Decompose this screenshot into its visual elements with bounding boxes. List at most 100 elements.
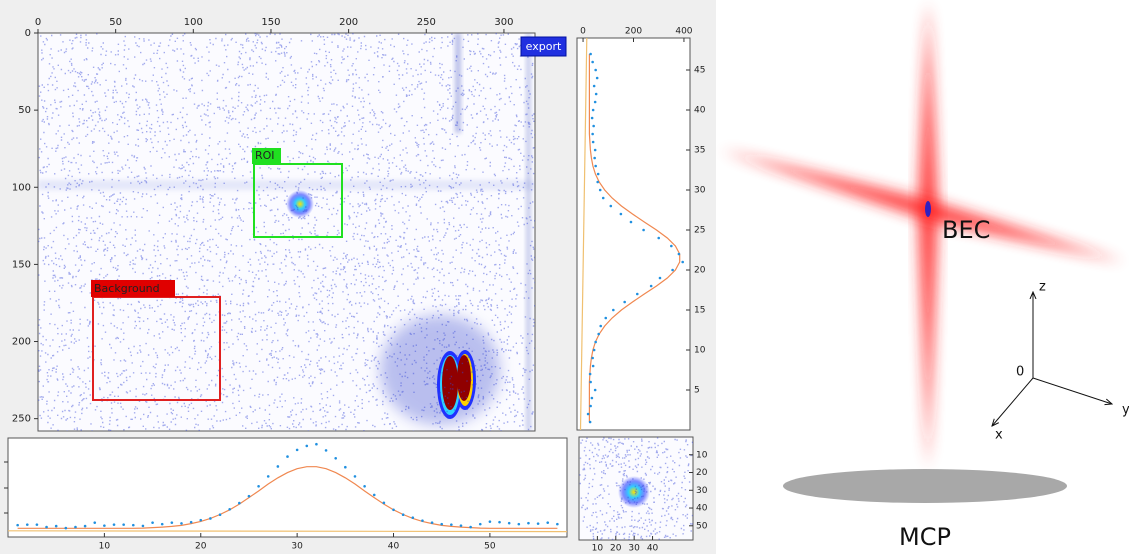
profile-point	[344, 465, 347, 469]
profile-point	[556, 522, 559, 526]
profile-point	[536, 522, 540, 525]
x-tick-label: 200	[625, 27, 642, 37]
y-tick-label: 35	[694, 146, 705, 156]
profile-point	[160, 522, 164, 526]
roi-cloud	[286, 190, 314, 218]
streak	[526, 33, 531, 431]
profile-point	[151, 521, 154, 524]
gaussian-fit-line	[588, 54, 681, 422]
roi-box[interactable]	[253, 163, 343, 238]
profile-point	[131, 523, 135, 527]
vertical-beam	[918, 0, 938, 470]
profile-point	[591, 132, 594, 136]
streak	[38, 180, 535, 190]
profile-point	[596, 172, 600, 176]
streak	[455, 33, 461, 133]
profile-point	[401, 513, 405, 517]
y-tick-label: 30	[694, 186, 706, 196]
x-tick-label: 10	[99, 542, 111, 552]
profile-point	[589, 404, 592, 408]
profile-point	[591, 364, 595, 368]
background-fit-line	[7, 530, 568, 533]
x-tick-label: 50	[484, 542, 496, 552]
profile-point	[517, 522, 521, 526]
profile-point	[189, 520, 193, 524]
roi-cloud-zoom	[618, 476, 650, 508]
profile-point	[440, 522, 444, 526]
noise-pixels	[579, 437, 693, 540]
x-tick-label: 40	[647, 544, 659, 554]
profile-point	[45, 525, 48, 529]
x-tick-label: 150	[261, 17, 280, 28]
mcp-label: MCP	[899, 523, 951, 551]
profile-point	[228, 507, 231, 511]
profile-point	[586, 412, 590, 416]
x-tick-label: 200	[339, 17, 358, 28]
y-tick-label: 15	[694, 306, 705, 316]
profile-point	[488, 520, 492, 523]
profile-point	[392, 508, 395, 512]
profile-point	[598, 188, 602, 192]
profile-point	[141, 524, 145, 528]
x-tick-label: 30	[628, 544, 640, 554]
profile-point	[170, 521, 174, 524]
profile-point	[588, 372, 592, 376]
profile-point	[593, 148, 597, 152]
mcp-detector	[783, 469, 1067, 503]
profile-point	[83, 524, 87, 528]
profile-point	[642, 228, 645, 232]
profile-point	[593, 100, 597, 104]
profile-point	[353, 475, 357, 478]
image-content	[38, 33, 535, 431]
profile-point	[677, 252, 681, 256]
profile-point	[372, 493, 376, 497]
export-button[interactable]	[520, 36, 567, 57]
y-tick-label: 0	[25, 28, 31, 39]
profile-point	[594, 340, 597, 344]
profile-point	[592, 84, 596, 88]
hot-cloud	[457, 355, 471, 401]
y-tick-label: 50	[696, 521, 708, 531]
y-tick-label: 100	[12, 182, 31, 193]
x-tick-label: 10	[592, 544, 604, 554]
profile-point	[74, 525, 77, 529]
profile-point	[599, 324, 603, 328]
profile-point	[593, 156, 596, 160]
profile-point	[597, 332, 600, 336]
x-tick-label: 0	[35, 17, 41, 28]
profile-point	[609, 204, 613, 208]
x-tick-label: 250	[417, 17, 436, 28]
profile-point	[588, 420, 592, 424]
profile-point	[382, 501, 386, 505]
profile-point	[589, 380, 592, 384]
x-tick-label: 20	[610, 544, 622, 554]
profile-point	[363, 484, 366, 488]
x-tick-label: 400	[675, 27, 692, 37]
y-tick-label: 20	[696, 468, 708, 478]
horizontal-beam	[720, 150, 1125, 262]
y-tick-label: 40	[694, 106, 706, 116]
profile-point	[592, 348, 596, 352]
profile-point	[594, 92, 598, 96]
profile-point	[589, 52, 592, 56]
bec-label: BEC	[942, 216, 990, 244]
y-axis	[1032, 377, 1112, 404]
profile-point	[112, 523, 116, 526]
profile-point	[671, 268, 674, 272]
y-tick-label: 50	[18, 105, 31, 116]
profile-point	[604, 316, 608, 320]
profile-point	[286, 455, 289, 458]
y-tick-label: 10	[694, 346, 706, 356]
export-label[interactable]: export	[526, 40, 562, 53]
x-tick-label: 20	[195, 542, 207, 552]
profile-point	[590, 116, 594, 120]
profile-point	[35, 523, 39, 526]
profile-point	[199, 518, 203, 522]
profile-point	[459, 524, 463, 527]
roi-tag	[252, 148, 281, 164]
profile-point	[478, 522, 482, 526]
main-image: ROI Background export	[37, 32, 567, 432]
x-tick-label: 100	[184, 17, 203, 28]
y-tick-label: 5	[694, 386, 700, 396]
